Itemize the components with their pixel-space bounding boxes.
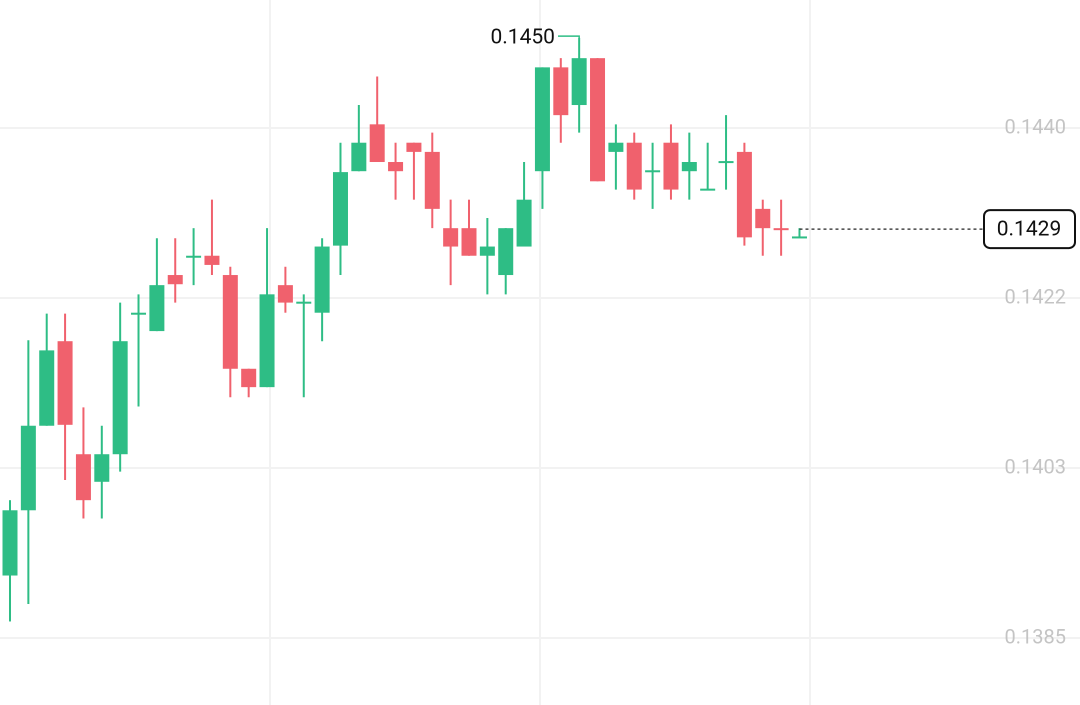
candle-body <box>112 341 128 455</box>
candle-body <box>773 228 789 231</box>
candle-body <box>332 172 348 246</box>
y-tick-label: 0.1385 <box>1005 624 1066 648</box>
candle-body <box>94 454 110 482</box>
candle-body <box>553 67 569 116</box>
candle-body <box>479 246 495 256</box>
candle-body <box>443 228 459 247</box>
candle-body <box>149 285 165 332</box>
high-pointer <box>558 35 580 38</box>
candle-body <box>791 236 807 239</box>
candle-body <box>516 199 532 247</box>
price-box <box>983 209 1076 250</box>
price-label: 0.1429 <box>997 218 1062 242</box>
candle-body <box>57 341 73 425</box>
candle-body <box>241 368 257 388</box>
candle-body <box>39 350 55 426</box>
candle-body <box>314 246 330 313</box>
candle-body <box>2 510 18 576</box>
candle-body <box>351 142 367 172</box>
y-tick-label: 0.1422 <box>1005 284 1066 308</box>
candle-body <box>663 142 679 190</box>
candle-body <box>718 161 734 164</box>
candle-body <box>20 425 36 511</box>
candle-body <box>388 162 404 172</box>
candle-body <box>186 255 202 258</box>
candle-body <box>681 162 697 172</box>
y-tick-label: 0.1403 <box>1005 454 1066 478</box>
candle-body <box>277 285 293 303</box>
candle-body <box>608 142 624 152</box>
candle-body <box>204 255 220 265</box>
candle-body <box>296 301 312 304</box>
candle-body <box>75 454 91 501</box>
candle-body <box>534 67 550 172</box>
candle-body <box>626 142 642 190</box>
y-tick-label: 0.1440 <box>1005 114 1066 138</box>
candle-body <box>571 58 587 106</box>
candle-body <box>755 208 771 229</box>
candle-body <box>461 228 477 256</box>
candle-body <box>259 294 275 388</box>
candle-body <box>700 188 716 191</box>
candle-body <box>645 170 661 173</box>
candle-body <box>131 312 147 315</box>
candle-body <box>369 124 385 163</box>
candle-body <box>736 151 752 238</box>
candle-body <box>222 275 238 369</box>
high-label: 0.1450 <box>490 26 555 50</box>
candle-body <box>424 151 440 209</box>
candle-body <box>498 228 514 276</box>
candle-body <box>406 142 422 152</box>
candle-body <box>167 275 183 285</box>
candle-body <box>590 58 606 182</box>
